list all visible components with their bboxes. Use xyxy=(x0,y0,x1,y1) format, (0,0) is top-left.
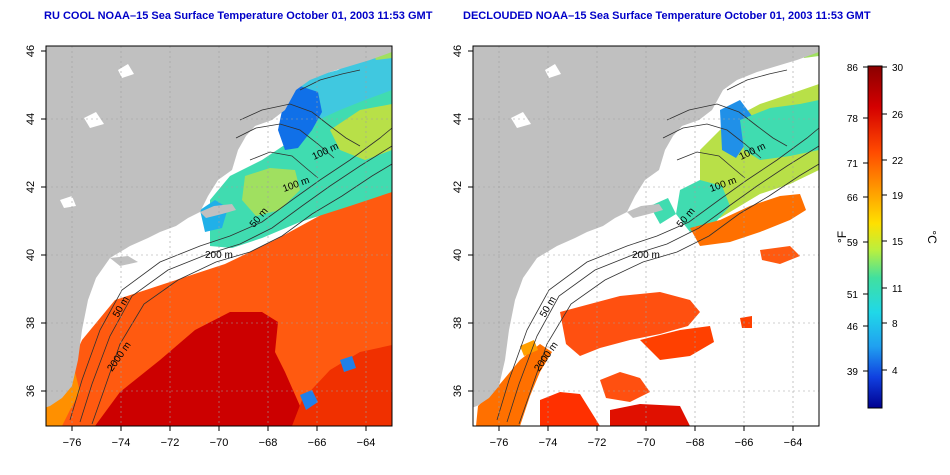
left-map: 100 m 100 m 50 m 200 m 50 m 2000 m −76 −… xyxy=(25,45,393,449)
lon-tick-label: −76 xyxy=(63,437,82,449)
celsius-label: 4 xyxy=(892,366,898,377)
left-map-title: RU COOL NOAA–15 Sea Surface Temperature … xyxy=(44,10,433,22)
lat-tick-label: 38 xyxy=(452,317,464,329)
lon-tick-label: −72 xyxy=(161,437,180,449)
lat-tick-label: 46 xyxy=(452,45,464,57)
lat-tick-label: 36 xyxy=(25,385,37,397)
land-mass xyxy=(46,46,392,408)
celsius-label: 22 xyxy=(892,156,904,167)
lon-tick-label: −70 xyxy=(637,437,656,449)
lon-tick-label: −66 xyxy=(735,437,754,449)
fahrenheit-label: 46 xyxy=(847,322,859,333)
lon-tick-label: −74 xyxy=(539,437,558,449)
celsius-label: 8 xyxy=(892,319,898,330)
lon-tick-label: −64 xyxy=(357,437,376,449)
fahrenheit-label: 78 xyxy=(847,114,859,125)
fahrenheit-label: 39 xyxy=(847,367,859,378)
sst-field xyxy=(476,46,819,426)
fahrenheit-label: 51 xyxy=(847,290,859,301)
contour-label: 200 m xyxy=(205,250,233,261)
lat-tick-label: 40 xyxy=(25,249,37,261)
lon-tick-label: −68 xyxy=(686,437,705,449)
celsius-label: 15 xyxy=(892,237,904,248)
celsius-label: 11 xyxy=(892,284,903,295)
right-map-title: DECLOUDED NOAA–15 Sea Surface Temperatur… xyxy=(463,10,871,22)
celsius-unit-label: °C xyxy=(925,230,939,244)
fahrenheit-label: 71 xyxy=(847,159,859,170)
lon-tick-label: −68 xyxy=(259,437,278,449)
temperature-colorbar: 86 78 71 66 59 51 46 39 30 26 22 19 15 1… xyxy=(835,63,939,409)
celsius-label: 30 xyxy=(892,63,904,74)
lon-tick-label: −64 xyxy=(784,437,803,449)
bathymetry-contours xyxy=(496,69,819,425)
lat-lon-grid xyxy=(473,46,819,426)
fahrenheit-label: 66 xyxy=(847,193,859,204)
lat-lon-grid xyxy=(46,46,392,426)
lat-tick-label: 36 xyxy=(452,385,464,397)
lat-tick-label: 44 xyxy=(25,113,37,125)
lon-tick-label: −66 xyxy=(308,437,327,449)
colorbar-gradient xyxy=(867,65,883,409)
lon-tick-label: −74 xyxy=(112,437,131,449)
fahrenheit-label: 86 xyxy=(847,63,859,74)
fahrenheit-unit-label: °F xyxy=(835,231,849,243)
contour-label: 200 m xyxy=(632,250,660,261)
lon-tick-label: −72 xyxy=(588,437,607,449)
lat-tick-label: 46 xyxy=(25,45,37,57)
lat-tick-label: 42 xyxy=(452,181,464,193)
lat-tick-label: 44 xyxy=(452,113,464,125)
celsius-label: 26 xyxy=(892,110,904,121)
right-map: 100 m 100 m 50 m 200 m 50 m 2000 m −76 −… xyxy=(452,45,820,449)
lat-tick-label: 40 xyxy=(452,249,464,261)
fahrenheit-label: 59 xyxy=(847,238,859,249)
land-mass xyxy=(473,46,819,408)
lat-tick-label: 42 xyxy=(25,181,37,193)
lon-tick-label: −76 xyxy=(490,437,509,449)
celsius-label: 19 xyxy=(892,191,904,202)
bathymetry-contours xyxy=(69,69,392,425)
lat-tick-label: 38 xyxy=(25,317,37,329)
lon-tick-label: −70 xyxy=(210,437,229,449)
